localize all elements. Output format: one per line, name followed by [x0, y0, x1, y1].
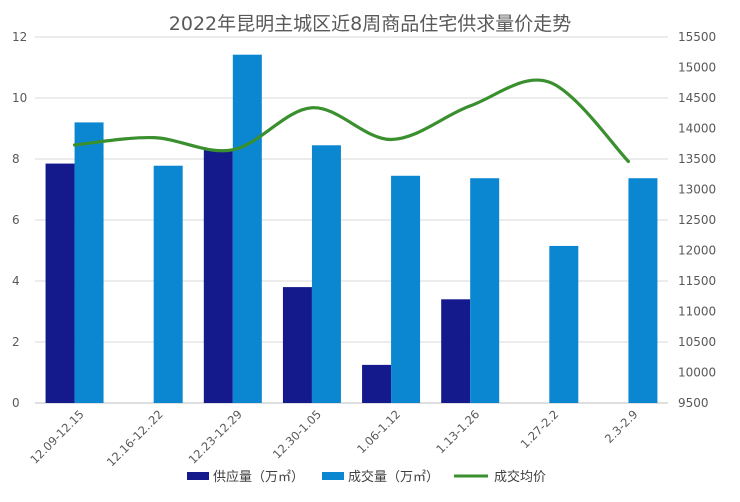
x-category-label: 1.13-1.26	[433, 407, 482, 456]
y-left-tick-label: 8	[12, 152, 20, 166]
y-right-tick-label: 13500	[678, 152, 716, 166]
y-left-tick-label: 4	[12, 274, 20, 288]
y-right-tick-label: 12000	[678, 244, 716, 258]
category-axis: 12.09-12.15 12.16-12..22 12.23-12.29 12.30-…	[27, 407, 640, 469]
bar-series	[45, 54, 658, 404]
y-right-tick-label: 13000	[678, 183, 716, 197]
deal-bar	[549, 245, 579, 403]
left-axis: 0 2 4 6 8 10 12	[12, 30, 27, 410]
y-right-tick-label: 15000	[678, 61, 716, 75]
y-left-tick-label: 10	[12, 91, 27, 105]
x-category-label: 1.06-1.12	[354, 407, 403, 456]
legend-label: 成交量（万㎡）	[348, 469, 439, 485]
y-right-tick-label: 10500	[678, 335, 716, 349]
legend-label: 成交均价	[494, 469, 546, 485]
deal-bar	[311, 145, 341, 403]
deal-bar	[391, 175, 421, 403]
supply-bar	[362, 364, 392, 403]
x-category-label: 12.16-12..22	[104, 407, 166, 469]
legend: 供应量（万㎡） 成交量（万㎡） 成交均价	[187, 469, 546, 485]
y-left-tick-label: 0	[12, 396, 20, 410]
y-right-tick-label: 14500	[678, 91, 716, 105]
supply-bar	[45, 163, 75, 403]
right-axis: 9500 10000 10500 11000 11500 12000 12500 13000 1…	[678, 30, 716, 410]
y-right-tick-label: 10000	[678, 366, 716, 380]
x-category-label: 12.30-1.05	[270, 407, 324, 461]
legend-label: 供应量（万㎡）	[213, 469, 304, 485]
y-right-tick-label: 11500	[678, 274, 716, 288]
y-left-tick-label: 12	[12, 30, 27, 44]
price-line	[72, 78, 631, 164]
y-right-tick-label: 9500	[678, 396, 709, 410]
deal-bar	[153, 165, 183, 403]
chart-title: 2022年昆明主城区近8周商品住宅供求量价走势	[169, 13, 571, 35]
deal-bar	[232, 54, 262, 403]
deal-bar	[470, 178, 500, 403]
gridlines	[35, 36, 668, 404]
x-category-label: 1.27-2.2	[518, 407, 562, 451]
y-right-tick-label: 14000	[678, 122, 716, 136]
y-right-tick-label: 15500	[678, 30, 716, 44]
y-left-tick-label: 2	[12, 335, 20, 349]
legend-swatch	[322, 472, 344, 480]
y-right-tick-label: 11000	[678, 305, 716, 319]
supply-bar	[203, 149, 233, 403]
y-left-tick-label: 6	[12, 213, 20, 227]
deal-bar	[74, 122, 104, 404]
y-right-tick-label: 12500	[678, 213, 716, 227]
x-category-label: 12.09-12.15	[27, 407, 86, 466]
supply-bar	[282, 287, 312, 403]
x-category-label: 2.3-2.9	[602, 407, 641, 446]
legend-swatch	[187, 472, 209, 480]
x-category-label: 12.23-12.29	[186, 407, 245, 466]
line-series	[72, 78, 631, 164]
deal-bar	[628, 178, 658, 403]
supply-bar	[441, 299, 471, 403]
